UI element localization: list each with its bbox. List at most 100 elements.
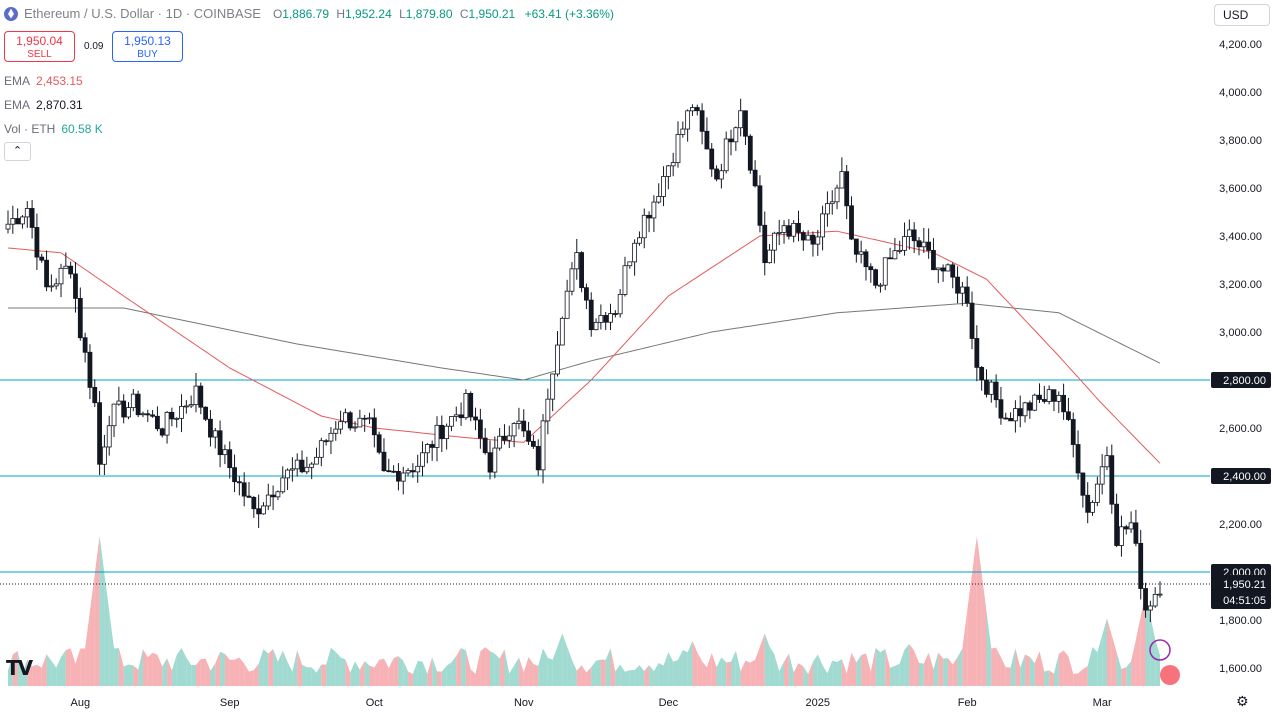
candle-body bbox=[314, 456, 319, 465]
volume-segment bbox=[465, 650, 471, 686]
currency-selector[interactable]: USD bbox=[1214, 4, 1270, 26]
volume-segment bbox=[1082, 666, 1088, 686]
volume-segment bbox=[644, 665, 650, 686]
candle-body bbox=[665, 165, 671, 177]
volume-segment bbox=[22, 659, 28, 686]
volume-segment bbox=[682, 649, 688, 686]
candle-body bbox=[477, 419, 483, 439]
candle-body bbox=[87, 351, 93, 388]
volume-segment bbox=[499, 649, 505, 686]
candle-body bbox=[945, 264, 951, 272]
volume-segment bbox=[123, 664, 129, 686]
volume-segment bbox=[706, 652, 712, 686]
candle-body bbox=[212, 430, 218, 438]
volume-segment bbox=[340, 657, 346, 686]
candle-body bbox=[299, 459, 305, 473]
volume-segment bbox=[297, 650, 303, 686]
gear-icon[interactable]: ⚙ bbox=[1236, 693, 1249, 709]
candle-body bbox=[102, 446, 107, 465]
volume-segment bbox=[456, 648, 462, 686]
symbol-title[interactable]: Ethereum / U.S. Dollar · 1D · COINBASE bbox=[24, 6, 261, 21]
last-price-label: 1,950.21 bbox=[1223, 579, 1266, 591]
buy-button[interactable]: 1,950.13 BUY bbox=[112, 31, 183, 62]
volume-segment bbox=[451, 655, 457, 686]
candle-body bbox=[767, 249, 772, 264]
x-tick-label: Aug bbox=[71, 697, 91, 709]
volume-segment bbox=[668, 651, 674, 686]
volume-segment bbox=[17, 651, 23, 686]
candle-body bbox=[694, 107, 700, 112]
candle-body bbox=[564, 290, 570, 319]
candle-body bbox=[685, 110, 691, 130]
candle-body bbox=[275, 491, 281, 498]
volume-segment bbox=[504, 649, 510, 686]
volume-segment bbox=[46, 654, 52, 686]
volume-segment bbox=[244, 663, 250, 686]
candle-body bbox=[511, 423, 517, 437]
volume-segment bbox=[70, 648, 76, 686]
volume-segment bbox=[1058, 650, 1064, 686]
candle-body bbox=[656, 196, 662, 203]
candle-body bbox=[159, 428, 165, 436]
sell-label: SELL bbox=[27, 49, 52, 60]
volume-segment bbox=[967, 573, 973, 686]
candle-body bbox=[44, 259, 49, 288]
volume-segment bbox=[89, 573, 95, 686]
volume-segment bbox=[904, 644, 910, 686]
candle-body bbox=[974, 338, 980, 368]
open-value: 1,886.79 bbox=[282, 6, 330, 21]
candle-body bbox=[357, 417, 363, 428]
volume-segment bbox=[215, 651, 221, 686]
volume-segment bbox=[1106, 618, 1112, 686]
candle-body bbox=[468, 393, 474, 418]
y-tick-label: 3,800.00 bbox=[1219, 135, 1262, 147]
volume-segment bbox=[94, 536, 100, 686]
y-tick-label: 1,800.00 bbox=[1219, 615, 1262, 627]
candle-body bbox=[1157, 593, 1163, 596]
indicator-ema-slow[interactable]: EMA 2,870.31 bbox=[4, 98, 83, 112]
candle-body bbox=[641, 214, 647, 239]
x-tick-label: Nov bbox=[514, 697, 534, 709]
candle-body bbox=[1128, 522, 1134, 530]
indicator-volume[interactable]: Vol · ETH 60.58 K bbox=[4, 122, 103, 136]
candle-body bbox=[559, 317, 565, 346]
candle-body bbox=[121, 400, 127, 418]
sell-button[interactable]: 1,950.04 SELL bbox=[4, 31, 75, 62]
open-label: O bbox=[272, 6, 283, 21]
candle-body bbox=[820, 213, 825, 238]
candle-body bbox=[429, 444, 435, 448]
x-tick-label: Dec bbox=[659, 697, 679, 709]
candle-body bbox=[530, 440, 536, 447]
candle-body bbox=[612, 313, 618, 315]
volume-segment bbox=[335, 652, 341, 686]
candle-body bbox=[473, 416, 478, 421]
candle-body bbox=[362, 417, 368, 420]
volume-segment bbox=[673, 660, 678, 686]
candle-body bbox=[526, 430, 531, 442]
collapse-indicators-button[interactable]: ⌃ bbox=[4, 142, 31, 161]
candle-body bbox=[140, 413, 146, 416]
candle-body bbox=[164, 411, 170, 436]
volume-segment bbox=[345, 659, 351, 686]
candle-body bbox=[338, 421, 343, 430]
volume-segment bbox=[1097, 635, 1103, 686]
candle-body bbox=[367, 417, 372, 420]
candle-body bbox=[540, 420, 546, 471]
candle-body bbox=[289, 468, 295, 471]
volume-segment bbox=[658, 662, 664, 686]
tradingview-logo[interactable]: TV bbox=[6, 656, 33, 680]
indicator-ema-fast[interactable]: EMA 2,453.15 bbox=[4, 74, 83, 88]
candle-body bbox=[873, 269, 879, 286]
volume-segment bbox=[422, 661, 428, 686]
candle-body bbox=[1003, 417, 1009, 420]
y-tick-label: 3,000.00 bbox=[1219, 327, 1262, 339]
volume-segment bbox=[1092, 647, 1098, 686]
volume-segment bbox=[268, 649, 274, 686]
volume-segment bbox=[976, 536, 982, 686]
indicator-value: 2,870.31 bbox=[36, 98, 83, 112]
line-label-bg bbox=[1211, 372, 1271, 388]
y-tick-label: 4,000.00 bbox=[1219, 87, 1262, 99]
indicator-name: Vol · ETH bbox=[4, 122, 56, 136]
candle-body bbox=[902, 236, 907, 251]
